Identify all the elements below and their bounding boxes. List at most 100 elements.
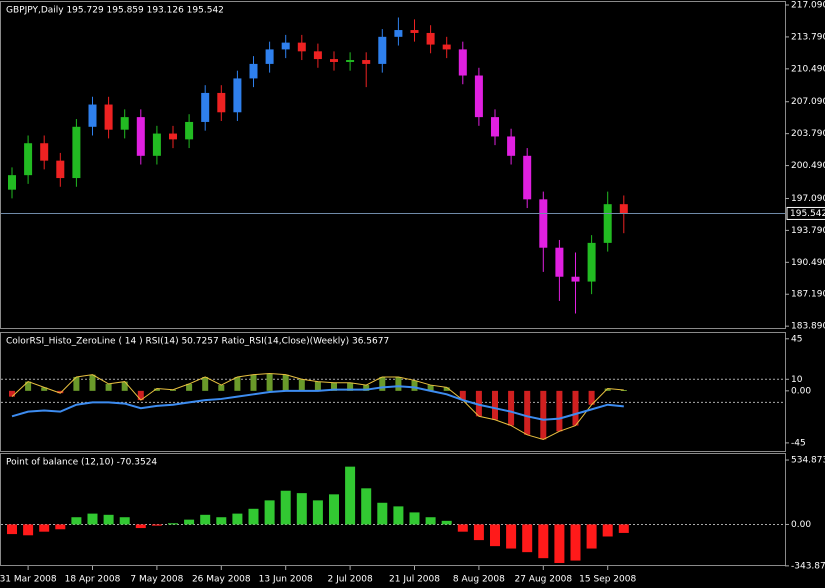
histogram-bar [312, 500, 323, 525]
candle-body [587, 242, 596, 282]
candle-body [249, 63, 258, 79]
histogram-bar [200, 514, 211, 525]
y-tick-label: 45 [791, 334, 802, 344]
histogram-bar [105, 383, 112, 391]
histogram-bar [492, 390, 498, 420]
histogram-bar [89, 374, 96, 391]
candle-body [362, 60, 371, 64]
y-tick-label: 534.873 [791, 456, 825, 466]
histogram-bar [522, 524, 533, 553]
histogram-bar [298, 379, 305, 391]
histogram-bar [441, 520, 452, 525]
y-tick-label: 203.790 [791, 129, 825, 139]
candle-body [571, 276, 580, 282]
histogram-bar [363, 385, 370, 391]
y-tick-label: -45 [791, 438, 806, 448]
histogram-bar [7, 524, 17, 535]
rsi-line [11, 372, 624, 440]
histogram-bar [168, 523, 178, 525]
histogram-bar [524, 390, 531, 435]
candle-body [442, 44, 451, 50]
candle-body [507, 136, 516, 156]
histogram-bar [103, 514, 114, 525]
candle-body [523, 155, 532, 200]
candle-body [233, 78, 242, 113]
x-tick-label: 31 Mar 2008 [0, 575, 57, 585]
x-tick-label: 26 May 2008 [192, 575, 251, 585]
x-tick-label: 2 Jul 2008 [327, 575, 372, 585]
histogram-bar [554, 524, 565, 563]
candle-body [426, 32, 435, 45]
histogram-bar [264, 500, 275, 525]
histogram-bar [135, 524, 146, 529]
y-tick-label: 190.490 [791, 258, 825, 268]
histogram-bar [119, 517, 130, 525]
candle-body [152, 133, 161, 156]
candle-body [394, 30, 403, 37]
histogram-bar [347, 382, 354, 391]
histogram-bar [411, 380, 418, 391]
histogram-bar [23, 524, 34, 536]
histogram-bar [282, 374, 289, 391]
x-tick-label: 21 Jul 2008 [389, 575, 440, 585]
histogram-bar [538, 524, 549, 559]
candle-body [474, 75, 483, 118]
histogram-bar [73, 376, 80, 391]
histogram-bar [620, 390, 627, 392]
histogram-bar [395, 376, 402, 391]
y-tick-label: 0.00 [791, 520, 811, 530]
histogram-bar [57, 390, 64, 394]
candle-body [169, 133, 177, 140]
histogram-bar [473, 524, 484, 541]
rsi-panel [0, 332, 786, 452]
candle-body [313, 51, 322, 60]
histogram-bar [186, 383, 193, 391]
histogram-bar [280, 490, 291, 525]
x-tick-label: 13 Jun 2008 [259, 575, 313, 585]
y-tick-label: 0.00 [791, 386, 811, 396]
histogram-bar [588, 390, 595, 405]
histogram-bar [41, 387, 48, 391]
candle-body [56, 160, 65, 179]
histogram-bar [361, 488, 372, 525]
candle-body [104, 104, 113, 130]
histogram-bar [137, 390, 144, 401]
histogram-bar [170, 389, 176, 391]
histogram-bar [459, 390, 466, 401]
histogram-bar [457, 524, 468, 532]
candle-body [120, 117, 129, 130]
histogram-bar [345, 466, 356, 525]
candle-body [24, 143, 33, 176]
candle-body [265, 49, 274, 64]
histogram-bar [296, 493, 307, 525]
histogram-bar [151, 524, 162, 526]
histogram-bar [329, 494, 339, 525]
histogram-bar [425, 517, 436, 525]
y-tick-label: 183.890 [791, 322, 825, 332]
y-tick-label: 10 [791, 375, 803, 385]
price-title: GBPJPY,Daily 195.729 195.859 193.126 195… [6, 6, 224, 16]
candle-body [491, 117, 499, 137]
histogram-bar [87, 513, 98, 525]
candle-body [8, 175, 16, 190]
candle-body [603, 204, 612, 243]
balance-title: Point of balance (12,10) -70.3524 [6, 458, 157, 468]
balance-panel [0, 453, 786, 566]
histogram-bar [9, 390, 15, 397]
y-tick-label: 213.790 [791, 32, 825, 42]
histogram-bar [379, 376, 386, 391]
histogram-bar [443, 387, 450, 391]
candle-body [297, 42, 306, 52]
y-tick-label: 187.190 [791, 290, 825, 300]
histogram-bar [55, 524, 66, 530]
histogram-bar [572, 390, 579, 426]
histogram-bar [602, 524, 613, 537]
x-tick-label: 18 Apr 2008 [65, 575, 121, 585]
histogram-bar [331, 382, 337, 391]
histogram-bar [202, 376, 209, 391]
x-tick-label: 15 Sep 2008 [579, 575, 636, 585]
histogram-bar [218, 385, 225, 391]
histogram-bar [232, 513, 243, 525]
candle-body [201, 92, 210, 122]
